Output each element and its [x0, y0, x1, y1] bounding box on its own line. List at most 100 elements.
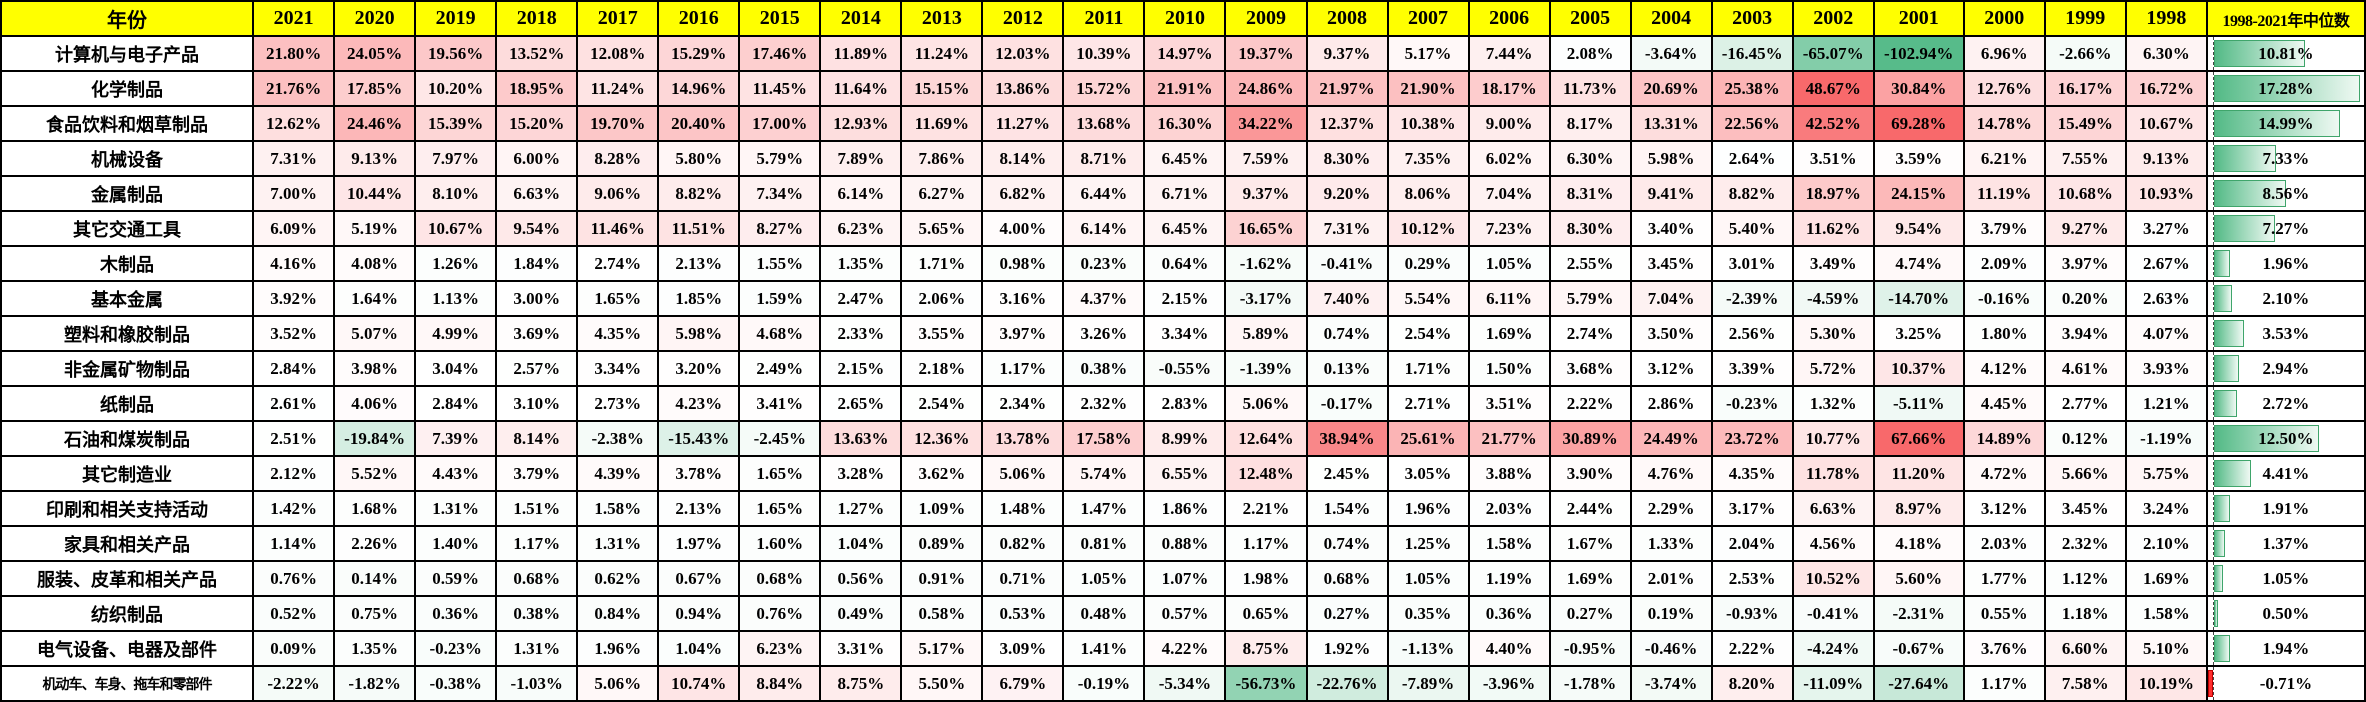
value-cell: 6.45% — [1143, 210, 1227, 247]
value-cell: -0.19% — [1062, 665, 1146, 702]
value-cell: 5.65% — [900, 210, 984, 247]
table-row: 印刷和相关支持活动 1.42% 1.68% 1.31% 1.51% 1.58% 2.13% 1… — [0, 490, 2366, 527]
value-cell: -0.23% — [414, 630, 498, 667]
row-label: 基本金属 — [0, 280, 255, 317]
table-row: 电气设备、电器及部件 0.09% 1.35% -0.23% 1.31% 1.96% 1.04… — [0, 630, 2366, 667]
value-cell: 1.69% — [1548, 560, 1632, 597]
bar-zero-axis — [2212, 178, 2214, 209]
value-cell: 3.88% — [1467, 455, 1551, 492]
value-cell: 6.23% — [738, 630, 822, 667]
value-cell: -1.19% — [2124, 420, 2208, 457]
value-cell: 0.65% — [1224, 595, 1308, 632]
value-cell: 2.56% — [1710, 315, 1794, 352]
value-cell: 15.20% — [495, 105, 579, 142]
value-cell: 0.27% — [1548, 595, 1632, 632]
value-cell: 7.97% — [414, 140, 498, 177]
value-cell: 6.55% — [1143, 455, 1227, 492]
median-value: 3.53% — [2262, 323, 2310, 343]
value-cell: 11.24% — [576, 70, 660, 107]
value-cell: 9.54% — [495, 210, 579, 247]
median-data-bar — [2213, 320, 2244, 347]
value-cell: -16.45% — [1710, 35, 1794, 72]
value-cell: 3.34% — [576, 350, 660, 387]
value-cell: 11.78% — [1791, 455, 1875, 492]
value-cell: 15.49% — [2043, 105, 2127, 142]
year-header-2020: 2020 — [333, 0, 417, 37]
value-cell: 6.09% — [252, 210, 336, 247]
value-cell: 2.03% — [1467, 490, 1551, 527]
year-header-2003: 2003 — [1710, 0, 1794, 37]
table-row: 纸制品 2.61% 4.06% 2.84% 3.10% 2.73% 4.23% 3.41% 2.… — [0, 385, 2366, 422]
value-cell: 25.38% — [1710, 70, 1794, 107]
year-header-2018: 2018 — [495, 0, 579, 37]
value-cell: 0.19% — [1629, 595, 1713, 632]
value-cell: 2.83% — [1143, 385, 1227, 422]
value-cell: 3.45% — [2043, 490, 2127, 527]
value-cell: 2.21% — [1224, 490, 1308, 527]
value-cell: 0.59% — [414, 560, 498, 597]
value-cell: 1.35% — [819, 245, 903, 282]
bar-zero-axis — [2212, 248, 2214, 279]
value-cell: 0.68% — [495, 560, 579, 597]
year-header-2004: 2004 — [1629, 0, 1713, 37]
value-cell: 6.82% — [981, 175, 1065, 212]
value-cell: -2.38% — [576, 420, 660, 457]
value-cell: 14.78% — [1962, 105, 2046, 142]
value-cell: 6.14% — [1062, 210, 1146, 247]
year-header-2017: 2017 — [576, 0, 660, 37]
median-cell: 1.94% — [2205, 630, 2366, 667]
value-cell: 18.97% — [1791, 175, 1875, 212]
value-cell: 2.84% — [414, 385, 498, 422]
value-cell: 1.47% — [1062, 490, 1146, 527]
median-value: 14.99% — [2258, 113, 2314, 133]
value-cell: 4.40% — [1467, 630, 1551, 667]
value-cell: 5.19% — [333, 210, 417, 247]
value-cell: 7.40% — [1305, 280, 1389, 317]
year-header-2012: 2012 — [981, 0, 1065, 37]
value-cell: 1.04% — [657, 630, 741, 667]
value-cell: 2.64% — [1710, 140, 1794, 177]
value-cell: 9.00% — [1467, 105, 1551, 142]
value-cell: 8.28% — [576, 140, 660, 177]
value-cell: 11.19% — [1962, 175, 2046, 212]
value-cell: 3.41% — [738, 385, 822, 422]
value-cell: 2.13% — [657, 245, 741, 282]
value-cell: 25.61% — [1386, 420, 1470, 457]
median-cell: 7.27% — [2205, 210, 2366, 247]
value-cell: 1.55% — [738, 245, 822, 282]
value-cell: 10.93% — [2124, 175, 2208, 212]
median-data-bar — [2213, 215, 2276, 242]
value-cell: 6.02% — [1467, 140, 1551, 177]
value-cell: 2.01% — [1629, 560, 1713, 597]
value-cell: 8.17% — [1548, 105, 1632, 142]
median-cell: 2.10% — [2205, 280, 2366, 317]
value-cell: -3.17% — [1224, 280, 1308, 317]
median-column-header: 1998-2021年中位数 — [2205, 0, 2366, 37]
value-cell: 5.54% — [1386, 280, 1470, 317]
year-header-2008: 2008 — [1305, 0, 1389, 37]
year-header-2013: 2013 — [900, 0, 984, 37]
year-header-2019: 2019 — [414, 0, 498, 37]
value-cell: 7.31% — [252, 140, 336, 177]
value-cell: 8.75% — [819, 665, 903, 702]
bar-zero-axis — [2212, 563, 2214, 594]
value-cell: 3.55% — [900, 315, 984, 352]
value-cell: 1.17% — [1224, 525, 1308, 562]
value-cell: 16.72% — [2124, 70, 2208, 107]
year-header-1999: 1999 — [2043, 0, 2127, 37]
value-cell: 3.12% — [1962, 490, 2046, 527]
value-cell: 1.96% — [1386, 490, 1470, 527]
table-row: 食品饮料和烟草制品 12.62% 24.46% 15.39% 15.20% 19.70% 2… — [0, 105, 2366, 142]
value-cell: 5.75% — [2124, 455, 2208, 492]
value-cell: 2.84% — [252, 350, 336, 387]
value-cell: 7.86% — [900, 140, 984, 177]
value-cell: 3.17% — [1710, 490, 1794, 527]
value-cell: 1.31% — [576, 525, 660, 562]
value-cell: 3.93% — [2124, 350, 2208, 387]
value-cell: 3.97% — [981, 315, 1065, 352]
value-cell: 1.13% — [414, 280, 498, 317]
value-cell: 4.16% — [252, 245, 336, 282]
value-cell: -1.03% — [495, 665, 579, 702]
median-cell: 4.41% — [2205, 455, 2366, 492]
value-cell: 3.04% — [414, 350, 498, 387]
